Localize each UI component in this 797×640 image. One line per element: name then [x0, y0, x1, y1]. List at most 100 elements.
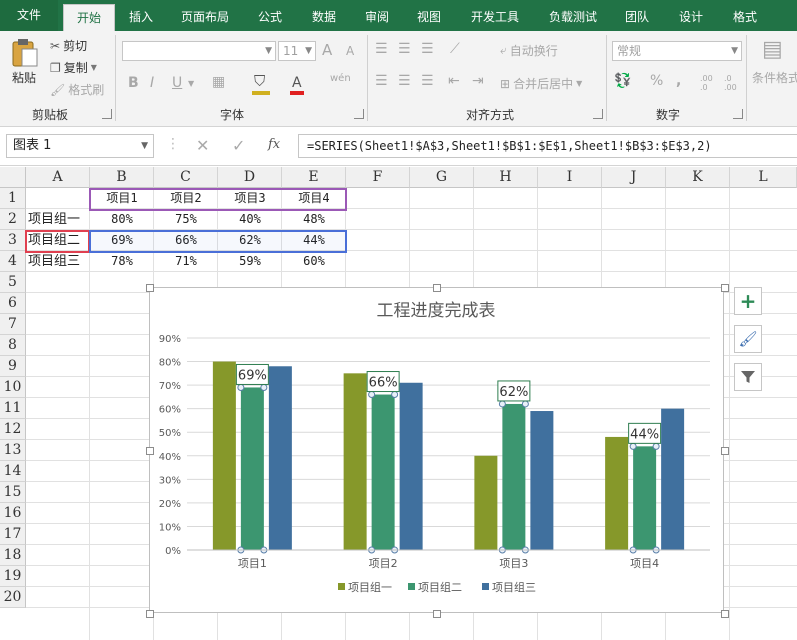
resize-handle[interactable]	[146, 610, 154, 618]
align-center-icon[interactable]: ☰	[398, 73, 411, 89]
increase-decimal-button[interactable]: .00 .0	[700, 74, 713, 92]
clipboard-dialog-launcher[interactable]	[102, 109, 112, 119]
column-header-J[interactable]: J	[602, 167, 666, 188]
value-cell[interactable]: 75%	[175, 212, 197, 226]
grow-font-icon[interactable]: A	[322, 41, 333, 59]
column-header-C[interactable]: C	[154, 167, 218, 188]
enter-icon[interactable]: ✓	[232, 136, 246, 155]
number-dialog-launcher[interactable]	[733, 109, 743, 119]
tab-insert[interactable]: 插入	[128, 10, 153, 24]
row-label-cell[interactable]: 项目组三	[28, 254, 81, 269]
value-cell[interactable]: 59%	[239, 254, 261, 268]
resize-handle[interactable]	[146, 284, 154, 292]
bar-2-1[interactable]	[240, 387, 264, 550]
row-header-16[interactable]: 16	[0, 503, 26, 524]
row-header-12[interactable]: 12	[0, 419, 26, 440]
name-box[interactable]: 图表 1 ▼	[6, 134, 154, 158]
legend-entry[interactable]: 项目组一	[348, 580, 392, 594]
row-header-6[interactable]: 6	[0, 293, 26, 314]
chart-styles-button[interactable]: 🖌	[734, 325, 762, 353]
font-dialog-launcher[interactable]	[354, 109, 364, 119]
conditional-format-icon[interactable]: ▤	[762, 37, 783, 62]
insert-function-button[interactable]: fx	[268, 137, 281, 152]
resize-handle[interactable]	[721, 284, 729, 292]
tab-page-layout[interactable]: 页面布局	[180, 10, 229, 24]
underline-button[interactable]: U	[172, 75, 183, 91]
column-header-F[interactable]: F	[346, 167, 410, 188]
resize-handle[interactable]	[433, 284, 441, 292]
column-header-D[interactable]: D	[218, 167, 282, 188]
value-cell[interactable]: 48%	[303, 212, 325, 226]
format-painter-button[interactable]: 🖌 格式刷	[50, 81, 104, 98]
bold-button[interactable]: B	[128, 75, 139, 91]
row-header-9[interactable]: 9	[0, 356, 26, 377]
tab-developer[interactable]: 开发工具	[470, 10, 519, 24]
column-header-B[interactable]: B	[90, 167, 154, 188]
column-header-G[interactable]: G	[410, 167, 474, 188]
tab-data[interactable]: 数据	[311, 10, 336, 24]
select-all-corner[interactable]	[0, 167, 26, 188]
comma-button[interactable]: ,	[676, 73, 682, 89]
bar-1-1[interactable]	[212, 361, 236, 550]
row-header-7[interactable]: 7	[0, 314, 26, 335]
value-cell[interactable]: 69%	[111, 233, 133, 247]
column-header-H[interactable]: H	[474, 167, 538, 188]
row-header-1[interactable]: 1	[0, 188, 26, 209]
row-header-18[interactable]: 18	[0, 545, 26, 566]
row-header-8[interactable]: 8	[0, 335, 26, 356]
chart-elements-button[interactable]: +	[734, 287, 762, 315]
align-left-icon[interactable]: ☰	[375, 73, 388, 89]
more-options-icon[interactable]: ⋮	[166, 136, 180, 152]
font-size-combo[interactable]: 11 ▼	[278, 41, 316, 61]
tab-load-test[interactable]: 负载测试	[548, 10, 597, 24]
bar-3-3[interactable]	[530, 411, 554, 550]
align-top-icon[interactable]: ☰	[375, 41, 388, 57]
bar-3-4[interactable]	[661, 408, 685, 550]
cancel-icon[interactable]: ✕	[196, 136, 210, 155]
italic-button[interactable]: I	[150, 75, 155, 91]
orientation-icon[interactable]: ⟋	[450, 41, 460, 57]
value-cell[interactable]: 60%	[303, 254, 325, 268]
row-header-3[interactable]: 3	[0, 230, 26, 251]
row-header-14[interactable]: 14	[0, 461, 26, 482]
bar-3-1[interactable]	[268, 366, 292, 550]
alignment-dialog-launcher[interactable]	[593, 109, 603, 119]
resize-handle[interactable]	[146, 447, 154, 455]
bar-2-2[interactable]	[371, 394, 395, 550]
legend-entry[interactable]: 项目组二	[418, 580, 462, 594]
data-label-box[interactable]	[497, 380, 531, 402]
borders-icon[interactable]: ▦	[212, 74, 226, 90]
number-format-combo[interactable]: 常规 ▼	[612, 41, 742, 61]
column-header-A[interactable]: A	[26, 167, 90, 188]
increase-indent-icon[interactable]: ⇥	[472, 73, 484, 89]
column-header-K[interactable]: K	[666, 167, 730, 188]
chart[interactable]: 工程进度完成表 0% 10% 20% 30% 40% 50% 60% 70% 80% 90% 69% 6…	[149, 287, 724, 613]
conditional-format-button[interactable]: 条件格式	[752, 69, 797, 86]
percent-button[interactable]: %	[650, 73, 664, 89]
currency-icon[interactable]: 💱	[614, 73, 632, 89]
row-header-17[interactable]: 17	[0, 524, 26, 545]
resize-handle[interactable]	[721, 447, 729, 455]
value-cell[interactable]: 80%	[111, 212, 133, 226]
chevron-down-icon[interactable]: ▼	[141, 141, 148, 151]
bar-3-2[interactable]	[399, 382, 423, 550]
column-header-L[interactable]: L	[730, 167, 797, 188]
bar-1-4[interactable]	[605, 436, 629, 550]
bar-1-3[interactable]	[474, 455, 498, 550]
chevron-down-icon[interactable]: ▼	[188, 79, 195, 88]
value-cell[interactable]: 78%	[111, 254, 133, 268]
row-header-15[interactable]: 15	[0, 482, 26, 503]
align-bottom-icon[interactable]: ☰	[421, 41, 434, 57]
value-cell[interactable]: 71%	[175, 254, 197, 268]
value-cell[interactable]: 66%	[175, 233, 197, 247]
resize-handle[interactable]	[433, 610, 441, 618]
formula-input[interactable]: =SERIES(Sheet1!$A$3,Sheet1!$B$1:$E$1,She…	[298, 134, 797, 158]
decrease-indent-icon[interactable]: ⇤	[448, 73, 460, 89]
row-label-cell[interactable]: 项目组一	[28, 212, 81, 227]
row-header-13[interactable]: 13	[0, 440, 26, 461]
paste-button[interactable]: 粘贴	[10, 37, 38, 86]
fill-color-icon[interactable]: ⛉	[254, 72, 266, 90]
row-header-2[interactable]: 2	[0, 209, 26, 230]
value-cell[interactable]: 62%	[239, 233, 261, 247]
align-right-icon[interactable]: ☰	[421, 73, 434, 89]
